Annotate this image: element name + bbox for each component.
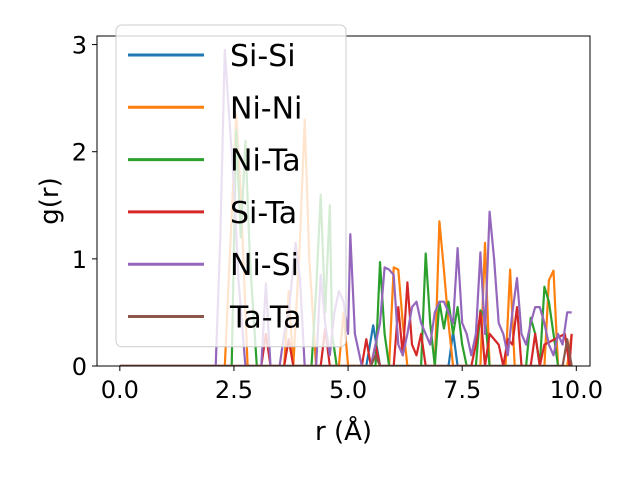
x-axis-title: r (Å) bbox=[315, 415, 372, 447]
y-axis-ticks: 0 1 2 3 bbox=[72, 32, 97, 381]
legend-item-ni-si: Ni-Si bbox=[128, 248, 299, 283]
series-line-si-ta bbox=[119, 281, 573, 366]
y-tick-label: 1 bbox=[72, 246, 87, 274]
legend-item-ni-ni: Ni-Ni bbox=[128, 91, 302, 126]
legend-label: Ta-Ta bbox=[229, 301, 302, 336]
legend-item-si-si: Si-Si bbox=[128, 39, 296, 74]
x-tick-label: 5.0 bbox=[329, 376, 367, 404]
legend-item-ni-ta: Ni-Ta bbox=[128, 144, 301, 179]
legend-label: Ni-Ni bbox=[230, 91, 302, 126]
y-tick-label: 2 bbox=[72, 139, 87, 167]
y-tick-label: 0 bbox=[72, 353, 87, 381]
y-axis-title: g(r) bbox=[35, 177, 65, 224]
legend-label: Si-Ta bbox=[230, 196, 297, 231]
x-tick-label: 2.5 bbox=[215, 376, 253, 404]
legend-item-ta-ta: Ta-Ta bbox=[128, 301, 302, 336]
x-tick-label: 10.0 bbox=[550, 376, 603, 404]
legend: Si-Si Ni-Ni Ni-Ta Si-Ta Ni-Si Ta-Ta bbox=[115, 24, 347, 348]
legend-label: Ni-Ta bbox=[230, 144, 301, 179]
series-line-ni-ta bbox=[119, 129, 560, 366]
series-line-ta-ta bbox=[119, 338, 573, 366]
y-tick-label: 3 bbox=[72, 32, 87, 60]
legend-label: Si-Si bbox=[230, 39, 296, 74]
legend-box bbox=[115, 24, 347, 348]
x-axis-ticks: 0.0 2.5 5.0 7.5 10.0 bbox=[101, 366, 603, 404]
series-line-si-si bbox=[119, 324, 572, 366]
legend-item-si-ta: Si-Ta bbox=[128, 196, 297, 231]
legend-label: Ni-Si bbox=[230, 248, 299, 283]
x-tick-label: 7.5 bbox=[443, 376, 481, 404]
x-tick-label: 0.0 bbox=[101, 376, 139, 404]
